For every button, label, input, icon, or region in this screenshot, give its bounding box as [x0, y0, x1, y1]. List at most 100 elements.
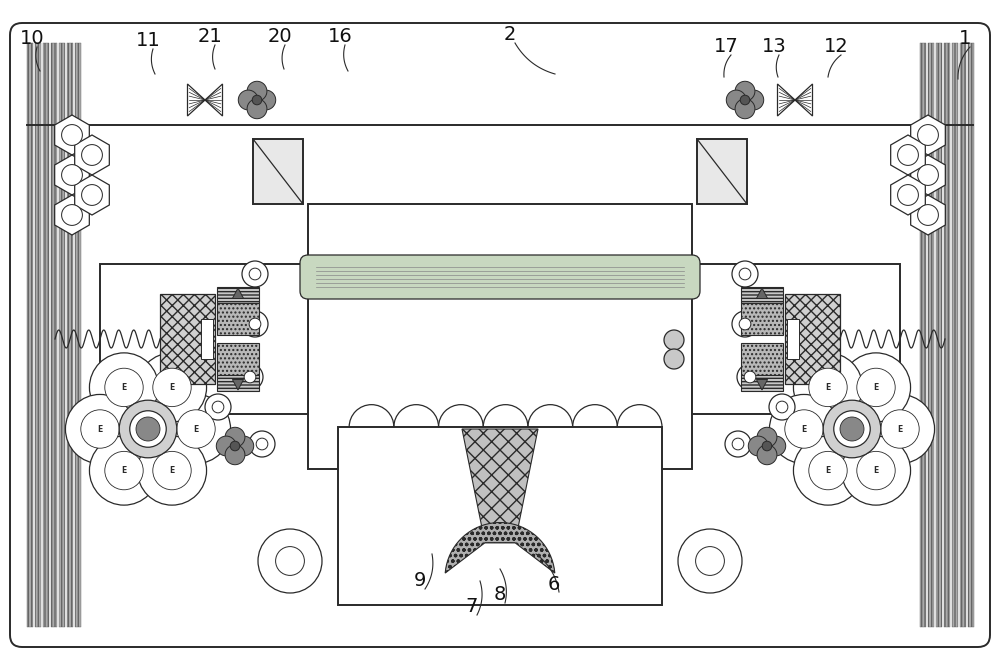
Bar — [928, 43, 934, 627]
Polygon shape — [911, 155, 945, 195]
Text: 8: 8 — [494, 585, 506, 605]
Bar — [51, 43, 57, 627]
FancyBboxPatch shape — [10, 23, 990, 647]
Bar — [741, 375, 783, 391]
Circle shape — [841, 353, 911, 422]
Circle shape — [793, 353, 863, 422]
Circle shape — [276, 547, 304, 575]
Bar — [920, 43, 926, 627]
Circle shape — [249, 268, 261, 280]
Circle shape — [256, 438, 268, 450]
Circle shape — [62, 124, 82, 145]
Text: 20: 20 — [268, 27, 292, 47]
Polygon shape — [75, 175, 109, 215]
Circle shape — [834, 411, 870, 448]
Circle shape — [234, 436, 254, 456]
Bar — [968, 43, 974, 627]
Text: E: E — [873, 466, 879, 475]
Bar — [217, 375, 259, 391]
Polygon shape — [911, 195, 945, 235]
Circle shape — [62, 205, 82, 225]
Circle shape — [252, 95, 262, 105]
Circle shape — [735, 81, 755, 101]
Circle shape — [785, 410, 823, 448]
Circle shape — [841, 436, 911, 505]
Circle shape — [230, 441, 240, 451]
Circle shape — [216, 436, 236, 456]
Circle shape — [119, 400, 177, 458]
Circle shape — [65, 395, 135, 464]
Circle shape — [105, 452, 143, 490]
Bar — [217, 343, 259, 375]
Circle shape — [823, 400, 881, 458]
Bar — [741, 343, 783, 375]
Bar — [27, 43, 33, 627]
Polygon shape — [55, 195, 89, 235]
Bar — [741, 303, 783, 335]
Circle shape — [205, 394, 231, 420]
Circle shape — [696, 547, 724, 575]
Bar — [67, 43, 73, 627]
Circle shape — [130, 411, 166, 448]
Circle shape — [918, 205, 938, 225]
Bar — [59, 43, 65, 627]
Text: 10: 10 — [20, 29, 44, 48]
Circle shape — [840, 417, 864, 441]
Bar — [43, 43, 49, 627]
Polygon shape — [188, 84, 205, 116]
Bar — [100, 264, 308, 414]
Circle shape — [249, 318, 261, 330]
Circle shape — [153, 452, 191, 490]
Circle shape — [212, 401, 224, 413]
Circle shape — [809, 452, 847, 490]
Circle shape — [725, 431, 751, 457]
Circle shape — [225, 427, 245, 447]
Circle shape — [136, 417, 160, 441]
Text: E: E — [169, 466, 175, 475]
Polygon shape — [205, 84, 222, 116]
Circle shape — [865, 395, 935, 464]
Circle shape — [81, 410, 119, 448]
Circle shape — [664, 349, 684, 369]
Text: 6: 6 — [548, 575, 560, 593]
Circle shape — [664, 330, 684, 350]
FancyBboxPatch shape — [300, 255, 700, 299]
Circle shape — [258, 529, 322, 593]
Text: E: E — [169, 383, 175, 392]
Text: 1: 1 — [959, 29, 971, 48]
Circle shape — [757, 427, 777, 447]
Circle shape — [105, 368, 143, 407]
Circle shape — [256, 90, 276, 110]
Circle shape — [247, 81, 267, 101]
Bar — [338, 427, 662, 605]
Circle shape — [739, 268, 751, 280]
Text: 2: 2 — [504, 25, 516, 45]
Polygon shape — [55, 115, 89, 155]
Circle shape — [242, 261, 268, 287]
Polygon shape — [891, 175, 925, 215]
Text: 9: 9 — [414, 571, 426, 591]
Circle shape — [225, 445, 245, 465]
Bar — [217, 287, 259, 303]
Polygon shape — [778, 84, 795, 116]
Bar — [692, 264, 900, 414]
Circle shape — [161, 395, 231, 464]
Circle shape — [732, 438, 744, 450]
Circle shape — [678, 529, 742, 593]
Circle shape — [881, 410, 919, 448]
Circle shape — [89, 436, 159, 505]
Circle shape — [244, 371, 256, 383]
Circle shape — [769, 395, 839, 464]
Circle shape — [732, 311, 758, 337]
Circle shape — [744, 371, 756, 383]
Circle shape — [242, 311, 268, 337]
Text: 13: 13 — [762, 37, 786, 56]
Polygon shape — [462, 429, 538, 543]
Bar — [75, 43, 81, 627]
Circle shape — [766, 436, 786, 456]
Polygon shape — [756, 379, 768, 390]
Bar — [787, 319, 799, 359]
Polygon shape — [75, 135, 109, 175]
Text: 16: 16 — [328, 27, 352, 47]
Text: 12: 12 — [824, 37, 848, 56]
